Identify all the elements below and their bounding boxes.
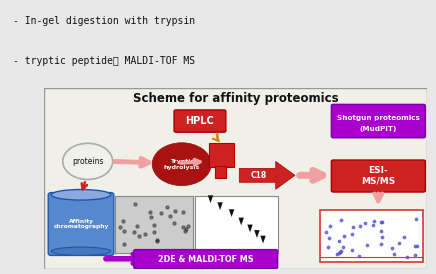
Point [411, 253, 418, 257]
Point [390, 252, 397, 256]
Point [413, 243, 420, 248]
Point [131, 202, 138, 206]
Point [335, 251, 342, 255]
Text: C18: C18 [250, 171, 266, 180]
Point [184, 224, 191, 229]
Text: - tryptic peptide의 MALDI-TOF MS: - tryptic peptide의 MALDI-TOF MS [13, 56, 195, 66]
Point [413, 217, 420, 221]
Point [130, 230, 137, 235]
Point [341, 234, 347, 239]
Text: Tryptic
hydrolysis: Tryptic hydrolysis [164, 159, 200, 170]
Point [322, 230, 329, 234]
FancyBboxPatch shape [134, 250, 278, 269]
Point [181, 229, 188, 233]
Point [180, 210, 187, 215]
Ellipse shape [51, 247, 111, 255]
Point [400, 235, 407, 239]
Point [157, 211, 164, 216]
Point [326, 236, 333, 241]
FancyBboxPatch shape [331, 104, 426, 138]
Polygon shape [254, 230, 259, 238]
Circle shape [63, 143, 112, 179]
Point [364, 243, 371, 247]
Point [170, 221, 177, 226]
Point [395, 240, 402, 245]
Point [325, 245, 332, 249]
Point [337, 250, 344, 255]
Point [120, 229, 127, 233]
FancyBboxPatch shape [115, 196, 193, 253]
Polygon shape [218, 202, 223, 210]
FancyBboxPatch shape [195, 196, 278, 253]
Text: Scheme for affinity proteomics: Scheme for affinity proteomics [133, 92, 338, 105]
Point [388, 246, 395, 250]
Point [180, 225, 187, 229]
Point [117, 225, 124, 229]
Point [348, 232, 355, 236]
Point [150, 223, 157, 227]
Point [412, 244, 419, 248]
Point [327, 224, 334, 229]
Point [379, 219, 386, 224]
Text: HPLC: HPLC [186, 116, 215, 126]
Polygon shape [239, 161, 295, 189]
Point [337, 249, 344, 253]
Point [371, 219, 378, 223]
Text: Shotgun proteomics: Shotgun proteomics [337, 115, 420, 121]
Point [348, 248, 355, 252]
Point [153, 238, 160, 242]
Text: (MudPIT): (MudPIT) [360, 126, 397, 132]
Ellipse shape [51, 190, 111, 200]
FancyBboxPatch shape [174, 110, 226, 132]
Polygon shape [208, 195, 213, 203]
Text: Affinity
chromatography: Affinity chromatography [53, 219, 109, 229]
Point [361, 220, 368, 225]
Point [334, 252, 341, 257]
Point [182, 227, 189, 231]
Point [378, 220, 385, 224]
Polygon shape [229, 209, 234, 217]
Point [338, 218, 345, 222]
Point [339, 245, 346, 249]
Point [154, 239, 161, 243]
Point [378, 234, 385, 239]
Point [166, 214, 173, 218]
FancyBboxPatch shape [44, 88, 427, 269]
Point [377, 242, 384, 246]
Polygon shape [260, 236, 266, 244]
Point [163, 205, 170, 210]
Polygon shape [238, 218, 244, 226]
FancyBboxPatch shape [320, 210, 423, 262]
Point [378, 229, 385, 233]
Point [120, 241, 127, 246]
Point [349, 225, 356, 230]
Point [335, 238, 342, 243]
Text: - In-gel digestion with trypsin: - In-gel digestion with trypsin [13, 16, 195, 26]
Text: proteins: proteins [72, 157, 103, 166]
Polygon shape [247, 225, 253, 232]
Point [142, 232, 149, 236]
Point [172, 209, 179, 213]
Point [136, 234, 143, 238]
Text: 2DE & MALDI-TOF MS: 2DE & MALDI-TOF MS [158, 255, 253, 264]
Circle shape [152, 143, 211, 185]
Point [150, 229, 157, 234]
FancyBboxPatch shape [331, 160, 426, 192]
Point [146, 210, 153, 214]
Point [356, 224, 363, 228]
Point [147, 215, 154, 219]
Point [119, 219, 126, 223]
FancyBboxPatch shape [208, 143, 234, 167]
Text: ESI-
MS/MS: ESI- MS/MS [361, 166, 395, 186]
FancyBboxPatch shape [48, 193, 114, 255]
FancyBboxPatch shape [215, 165, 226, 178]
Point [355, 254, 362, 258]
Point [134, 224, 141, 228]
Point [403, 254, 410, 259]
Point [370, 223, 377, 227]
